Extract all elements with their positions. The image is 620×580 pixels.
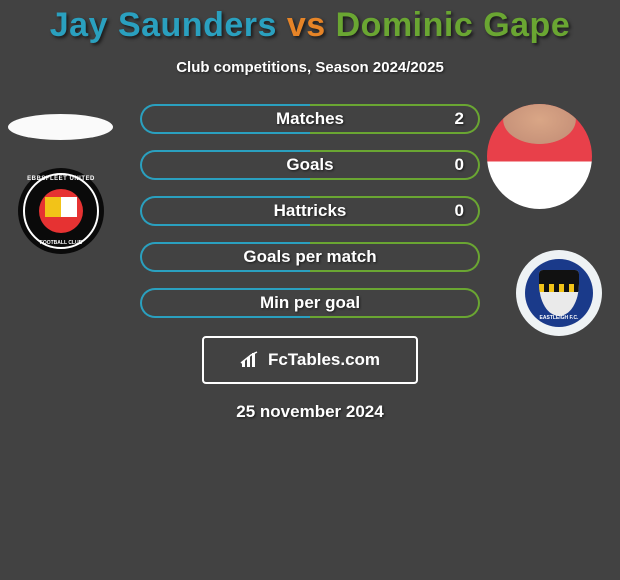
player2-name: Dominic Gape <box>336 6 571 44</box>
crest1-text-bot: FOOTBALL CLUB <box>18 240 104 246</box>
player1-club-crest: EBBSFLEET UNITED FOOTBALL CLUB <box>18 168 104 254</box>
stat-row-goals: Goals 0 <box>140 150 480 180</box>
stat-row-matches: Matches 2 <box>140 104 480 134</box>
stat-value: 0 <box>455 201 464 221</box>
brand-chart-icon <box>240 351 262 369</box>
player2-club-crest: EASTLEIGH F.C. <box>516 250 602 336</box>
brand-box: FcTables.com <box>202 336 418 384</box>
crest2-text: EASTLEIGH F.C. <box>525 315 593 321</box>
crest1-text-top: EBBSFLEET UNITED <box>18 176 104 182</box>
brand-text: FcTables.com <box>268 350 380 370</box>
stat-value: 0 <box>455 155 464 175</box>
stat-value: 2 <box>455 109 464 129</box>
comparison-title: Jay Saunders vs Dominic Gape <box>0 0 620 45</box>
stat-label: Min per goal <box>142 293 478 313</box>
main-region: EBBSFLEET UNITED FOOTBALL CLUB EASTLEIGH… <box>0 104 620 422</box>
stats-table: Matches 2 Goals 0 Hattricks 0 Goals per … <box>140 104 480 318</box>
stat-row-hattricks: Hattricks 0 <box>140 196 480 226</box>
stat-label: Matches <box>142 109 478 129</box>
subtitle: Club competitions, Season 2024/2025 <box>0 59 620 76</box>
vs-separator: vs <box>287 6 326 44</box>
stat-label: Goals <box>142 155 478 175</box>
player2-face <box>487 104 592 209</box>
stat-label: Goals per match <box>142 247 478 267</box>
placeholder-oval <box>8 114 113 140</box>
stat-row-gpm: Goals per match <box>140 242 480 272</box>
player1-name: Jay Saunders <box>50 6 277 44</box>
player2-avatar <box>487 104 592 209</box>
stat-label: Hattricks <box>142 201 478 221</box>
footer-date: 25 november 2024 <box>0 402 620 422</box>
stat-row-mpg: Min per goal <box>140 288 480 318</box>
